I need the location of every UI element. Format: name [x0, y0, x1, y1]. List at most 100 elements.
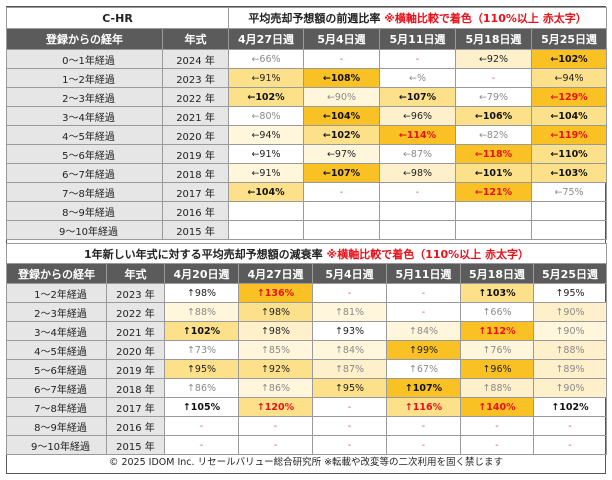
data-cell: ←101% [455, 163, 533, 183]
table-row: 8～9年経過 2016 年 [6, 201, 608, 221]
row-label: 5～6年経過 [6, 144, 163, 164]
data-cell: ↑86% [238, 378, 313, 398]
table-row: 2～3年経過 2022 年 ←102% ←90% ←107% ←79% ←129% [6, 87, 608, 107]
data-cell: ←102% [228, 87, 305, 107]
data-cell: ↑87% [312, 359, 387, 379]
data-cell: - [164, 416, 239, 436]
table-row: 9～10年経過 2015 年------ [6, 435, 608, 455]
data-cell: ←104% [303, 106, 381, 126]
row-label: 7～8年経過 [6, 397, 107, 417]
data-cell: ←107% [303, 163, 381, 183]
data-cell [455, 201, 533, 221]
data-cell [228, 220, 305, 240]
data-cell: ↑88% [460, 378, 534, 398]
row-label: 8～9年経過 [6, 201, 163, 221]
data-cell: - [379, 182, 457, 202]
data-cell: ←98% [379, 163, 457, 183]
row-year: 2023 年 [106, 283, 165, 303]
data-cell: ↑140% [460, 397, 534, 417]
data-cell: ↑88% [532, 340, 608, 360]
row-label: 2～3年経過 [6, 302, 107, 322]
data-cell: ↑103% [460, 283, 534, 303]
data-cell: ↑88% [164, 302, 239, 322]
data-cell: ↑90% [532, 302, 608, 322]
data-cell: ←87% [379, 144, 457, 164]
table-row: 6～7年経過 2018 年 ↑86% ↑86% ↑95% ↑107% ↑88% ↑90% [6, 378, 608, 398]
row-year: 2019 年 [106, 359, 165, 379]
data-cell: - [312, 283, 387, 303]
data-cell: ↑93% [312, 321, 387, 341]
row-label: 3～4年経過 [6, 321, 107, 341]
data-cell: ↑102% [532, 397, 608, 417]
column-header: 5月4日週 [303, 28, 381, 50]
row-label: 9～10年経過 [6, 435, 107, 455]
row-year: 2020 年 [161, 125, 230, 145]
data-cell: - [455, 68, 533, 88]
data-cell: ←96% [379, 106, 457, 126]
data-cell: ↑107% [386, 378, 461, 398]
table-row: 7～8年経過 2017 年 ←104% - - ←121% ←75% [6, 182, 608, 202]
row-year: 2018 年 [161, 163, 230, 183]
column-header: 4月27日週 [238, 263, 313, 284]
data-cell: - [532, 435, 608, 455]
table-title: 平均売却予想額の前週比率 ※横軸比較で着色（110%以上 赤太字） [228, 7, 608, 29]
data-cell: ←107% [379, 87, 457, 107]
data-cell: - [238, 435, 313, 455]
model-title: C-HR [5, 7, 230, 29]
row-year: 2023 年 [161, 68, 230, 88]
data-cell: ←80% [228, 106, 305, 126]
column-header: 5月11日週 [386, 263, 461, 284]
row-label: 3～4年経過 [6, 106, 163, 126]
row-year: 2019 年 [161, 144, 230, 164]
data-cell: ←104% [228, 182, 305, 202]
data-cell: ↑67% [386, 359, 461, 379]
table-header-row: 登録からの経年 年式 4月27日週 5月4日週 5月11日週 5月18日週 5月25日週 [6, 28, 608, 50]
data-cell: ↑95% [164, 359, 239, 379]
data-cell: - [386, 283, 461, 303]
data-cell: ←118% [455, 144, 533, 164]
row-label: 7～8年経過 [6, 182, 163, 202]
data-cell: ↑136% [238, 283, 313, 303]
data-cell: ←66% [228, 49, 305, 69]
data-cell: ↑102% [164, 321, 239, 341]
data-cell: ↑81% [312, 302, 387, 322]
data-cell: - [379, 49, 457, 69]
row-label: 6～7年経過 [6, 163, 163, 183]
data-cell: ↑116% [386, 397, 461, 417]
table-header-row: 登録からの経年 年式 4月20日週 4月27日週 5月4日週 5月11日週 5月18日週… [6, 263, 608, 284]
data-cell: ←79% [455, 87, 533, 107]
copyright-footer: © 2025 IDOM Inc. リセールバリュー総合研究所 ※転載や改変等の二… [108, 457, 504, 468]
table-row: 4～5年経過 2020 年 ↑73% ↑85% ↑84% ↑99% ↑76% ↑88% [6, 340, 608, 360]
data-cell: ←% [379, 68, 457, 88]
row-year: 2020 年 [106, 340, 165, 360]
data-cell: - [460, 416, 534, 436]
data-cell: ←91% [228, 163, 305, 183]
data-cell [379, 201, 457, 221]
data-cell: ←82% [455, 125, 533, 145]
data-cell: ↑66% [460, 302, 534, 322]
data-cell: ←119% [531, 125, 608, 145]
data-cell: - [386, 416, 461, 436]
data-cell: ↑98% [164, 283, 239, 303]
column-header: 5月18日週 [455, 28, 533, 50]
data-cell: ←91% [228, 144, 305, 164]
data-cell: - [303, 49, 381, 69]
data-cell [303, 201, 381, 221]
data-cell [531, 201, 608, 221]
data-cell: ↑73% [164, 340, 239, 360]
data-cell: ←103% [531, 163, 608, 183]
data-cell [531, 220, 608, 240]
data-cell: - [386, 435, 461, 455]
data-cell: ↑120% [238, 397, 313, 417]
row-header: 登録からの経年 [6, 28, 163, 50]
row-year: 2017 年 [106, 397, 165, 417]
data-cell: ←121% [455, 182, 533, 202]
data-cell: ←91% [228, 68, 305, 88]
data-cell [455, 220, 533, 240]
data-cell: ↑99% [386, 340, 461, 360]
data-cell: - [532, 416, 608, 436]
data-cell: ↑112% [460, 321, 534, 341]
row-header: 登録からの経年 [6, 263, 107, 284]
column-header: 5月4日週 [312, 263, 387, 284]
column-header: 5月25日週 [531, 28, 608, 50]
